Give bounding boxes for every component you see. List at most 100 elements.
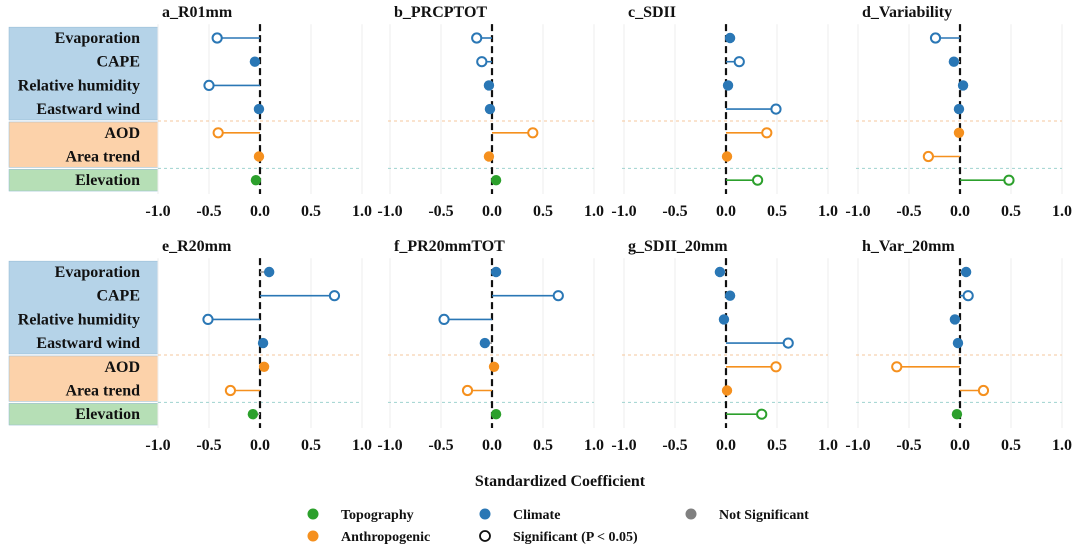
legend-label: Significant (P < 0.05): [513, 530, 638, 545]
x-tick-label: 0.0: [716, 203, 736, 220]
panel-c_SDII: c_SDII -1.0 -0.5 0.0 0.5 1.0: [611, 4, 838, 220]
lollipop-point: [257, 337, 269, 349]
x-tick-label: 0.0: [250, 203, 270, 220]
lollipop-point: [953, 127, 965, 138]
lollipop-point-significant: [977, 384, 990, 397]
x-tick-label: -0.5: [662, 203, 687, 220]
legend-label: Climate: [513, 508, 560, 523]
lollipop-point: [249, 56, 261, 67]
x-tick-label: -1.0: [611, 203, 636, 220]
lollipop-point: [951, 409, 963, 420]
lollipop-point: [479, 337, 491, 349]
lollipop-point: [484, 103, 496, 115]
lollipop-point-significant: [212, 127, 224, 139]
var-label-area-trend: Area trend: [65, 383, 140, 400]
lollipop-point: [258, 361, 270, 372]
legend-dot: [307, 508, 319, 520]
lollipop-point-significant: [770, 361, 782, 373]
lollipop-point-significant: [552, 290, 564, 302]
lollipop-point-significant: [752, 174, 764, 186]
x-tick-label: 1.0: [818, 437, 838, 454]
var-label-aod: AOD: [104, 359, 140, 376]
band-anthropogenic: [8, 121, 159, 168]
x-tick-label: 0.0: [950, 203, 970, 220]
x-tick-label: -1.0: [377, 437, 402, 454]
lollipop-point: [253, 103, 265, 115]
lollipop-point: [263, 266, 275, 278]
x-tick-label: -0.5: [196, 437, 221, 454]
x-tick-label: 0.0: [716, 437, 736, 454]
x-tick-label: -0.5: [662, 437, 687, 454]
lollipop-point-significant: [929, 32, 942, 44]
lollipop-point: [247, 409, 259, 420]
lollipop-point: [960, 266, 972, 278]
lollipop-point: [724, 32, 736, 44]
lollipop-point: [488, 361, 500, 372]
x-tick-label: -0.5: [428, 437, 453, 454]
legend-item-anthropogenic: Anthropogenic: [307, 530, 430, 545]
lollipop-point-significant: [782, 337, 794, 349]
x-tick-label: -0.5: [428, 203, 453, 220]
lollipop-point: [957, 80, 969, 91]
x-tick-label: 1.0: [584, 437, 604, 454]
lollipop-point: [490, 266, 502, 278]
x-tick-label: 0.5: [767, 437, 787, 454]
lollipop-point-significant: [202, 313, 214, 325]
lollipop-point-significant: [756, 408, 768, 420]
var-label-evaporation: Evaporation: [55, 264, 140, 281]
legend-label: Anthropogenic: [341, 530, 430, 545]
x-tick-label: 0.5: [533, 203, 553, 220]
x-tick-label: 0.5: [533, 437, 553, 454]
panel-title: b_PRCPTOT: [394, 4, 487, 21]
x-tick-label: -0.5: [896, 203, 921, 220]
x-tick-label: 1.0: [352, 437, 372, 454]
x-axis-title: Standardized Coefficient: [475, 473, 646, 490]
lollipop-point: [490, 175, 502, 186]
lollipop-point: [718, 314, 730, 325]
x-tick-label: -1.0: [845, 203, 870, 220]
lollipop-point-significant: [962, 290, 974, 302]
lollipop-point-significant: [224, 384, 237, 397]
lollipop-point-significant: [891, 361, 903, 373]
panel-title: f_PR20mmTOT: [394, 238, 505, 255]
panel-title: e_R20mm: [162, 238, 232, 255]
x-tick-label: 0.5: [301, 203, 321, 220]
x-tick-label: 0.5: [1001, 203, 1021, 220]
x-tick-label: 0.5: [301, 437, 321, 454]
panel-e_R20mm: e_R20mm -1.0 -0.5 0.0 0.5 1.0: [145, 238, 372, 454]
x-tick-label: -1.0: [377, 203, 402, 220]
x-tick-label: 1.0: [818, 203, 838, 220]
var-label-evaporation: Evaporation: [55, 30, 140, 47]
lollipop-point-significant: [328, 290, 341, 302]
lollipop-point-significant: [211, 32, 223, 44]
lollipop-point: [949, 314, 961, 325]
x-tick-label: -0.5: [196, 203, 221, 220]
x-tick-label: 0.0: [950, 437, 970, 454]
x-tick-label: -1.0: [145, 437, 170, 454]
lollipop-point: [721, 151, 733, 162]
lollipop-point: [724, 290, 736, 301]
x-tick-label: 0.0: [482, 437, 502, 454]
chart-panels: a_R01mm -1.0 -0.5 0.0 0.5 1.0 b_PRCPTOT -1.0 -0.…: [145, 4, 1072, 454]
panel-title: h_Var_20mm: [862, 238, 955, 255]
lollipop-point: [714, 266, 726, 278]
lollipop-point-significant: [770, 103, 782, 115]
x-tick-label: -1.0: [611, 437, 636, 454]
lollipop-point-significant: [203, 79, 215, 92]
legend-dot: [685, 508, 697, 520]
lollipop-point-significant: [733, 56, 745, 68]
x-tick-label: 1.0: [352, 203, 372, 220]
panel-title: c_SDII: [628, 4, 676, 21]
lollipop-point-significant: [1003, 174, 1015, 186]
lollipop-point: [952, 337, 964, 349]
x-tick-label: 0.0: [250, 437, 270, 454]
panel-f_PR20mmTOT: f_PR20mmTOT -1.0 -0.5 0.0 0.5 1.0: [377, 238, 604, 454]
lollipop-point: [953, 103, 965, 115]
lollipop-point-significant: [438, 313, 450, 325]
lollipop-point-significant: [471, 32, 483, 44]
lollipop-point-significant: [461, 384, 474, 397]
legend-label: Topography: [341, 508, 414, 523]
legend-dot: [479, 508, 491, 520]
